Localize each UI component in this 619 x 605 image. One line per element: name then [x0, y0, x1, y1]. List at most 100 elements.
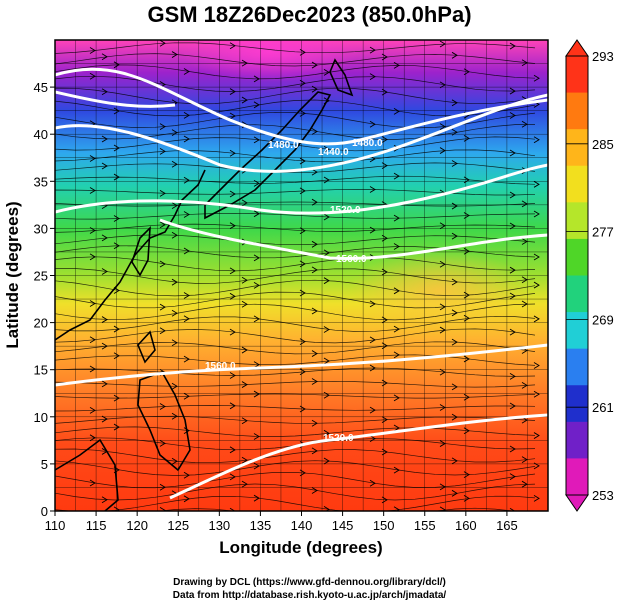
wind-arrow	[393, 466, 400, 474]
wind-arrow	[509, 445, 516, 453]
wind-arrow	[439, 303, 446, 311]
wind-arrow	[439, 368, 446, 376]
contour-label: 1480.0	[268, 140, 299, 151]
wind-arrow	[311, 487, 318, 494]
wind-arrow	[439, 123, 446, 131]
contour-1520-north	[55, 163, 548, 215]
wind-arrow	[521, 59, 528, 67]
wind-arrow	[159, 147, 166, 155]
wind-arrow	[183, 392, 190, 400]
wind-arrow	[113, 215, 120, 222]
wind-arrow	[509, 191, 516, 199]
hokkaido-coast	[329, 58, 354, 97]
wind-arrow	[311, 378, 318, 385]
contour-label: 1480.0	[352, 138, 383, 149]
wind-arrow	[183, 211, 190, 218]
wind-arrow	[451, 99, 458, 107]
wind-arrow	[323, 277, 330, 285]
wind-arrow	[241, 59, 248, 67]
wind-arrow	[451, 457, 458, 465]
wind-arrow	[323, 506, 330, 511]
wind-arrow	[509, 149, 516, 157]
colorbar-segment	[566, 421, 588, 459]
colorbar-bottom-arrow	[565, 494, 589, 512]
contour-1480-b	[55, 90, 176, 108]
wind-arrow	[253, 390, 260, 398]
wind-arrow	[451, 383, 458, 391]
wind-arrow	[311, 447, 318, 455]
wind-arrow	[101, 162, 108, 170]
wind-arrow	[323, 213, 330, 221]
wind-arrow	[393, 243, 400, 250]
wind-arrow	[159, 221, 166, 229]
colorbar-label: 293	[592, 49, 614, 64]
wind-arrow	[533, 253, 540, 261]
wind-arrow	[229, 402, 236, 410]
wind-arrow	[311, 198, 318, 206]
wind-arrow	[439, 404, 446, 411]
wind-arrow	[113, 242, 120, 250]
wind-arrow	[229, 267, 236, 275]
y-tick-label: 5	[41, 457, 48, 472]
contour-label: 1440.0	[318, 147, 349, 158]
wind-arrow	[159, 123, 166, 131]
streamline	[55, 256, 536, 272]
wind-arrow	[439, 260, 446, 268]
wind-arrow	[311, 350, 318, 357]
wind-arrow	[113, 144, 120, 152]
wind-arrow	[113, 506, 120, 511]
y-axis-ticks: 0 5 10 15 20 25 30 35 40 45	[34, 80, 55, 519]
streamline	[55, 448, 536, 464]
wind-arrow	[171, 457, 178, 465]
colorbar-segment	[566, 348, 588, 386]
wind-arrow	[241, 96, 248, 104]
wind-arrow	[393, 172, 400, 180]
wind-arrow	[521, 382, 528, 389]
streamline	[55, 201, 536, 207]
x-axis-label: Longitude (degrees)	[219, 538, 382, 557]
streamline	[55, 234, 536, 246]
wind-arrow	[171, 309, 178, 317]
wind-arrow	[159, 327, 166, 335]
wind-arrow	[241, 346, 248, 354]
wind-arrow	[533, 74, 540, 82]
wind-arrow	[101, 135, 108, 143]
wind-arrow	[253, 315, 260, 323]
wind-arrow	[101, 88, 108, 96]
wind-arrow	[253, 210, 260, 218]
wind-arrow	[113, 423, 120, 431]
streamline	[55, 472, 536, 489]
wind-arrow	[101, 234, 108, 242]
y-tick-label: 25	[34, 269, 48, 284]
wind-arrow	[311, 240, 318, 248]
wind-arrow	[393, 394, 400, 402]
wind-arrow	[369, 479, 376, 487]
wind-arrow	[229, 292, 236, 300]
wind-arrow	[439, 326, 446, 334]
streamline	[55, 291, 536, 309]
contour-1560-south	[55, 343, 548, 387]
wind-arrow	[183, 495, 190, 503]
x-tick-label: 130	[208, 518, 230, 533]
wind-arrow	[323, 429, 330, 437]
wind-arrow	[253, 75, 260, 83]
x-tick-label: 145	[332, 518, 354, 533]
colorbar-segment	[566, 202, 588, 240]
wind-arrow	[241, 456, 248, 464]
contour-label: 1560.0	[336, 254, 367, 265]
wind-arrow	[229, 42, 236, 50]
contour-1440	[55, 67, 548, 146]
wind-arrow	[171, 339, 178, 347]
wind-arrow	[241, 381, 248, 388]
wind-arrow	[533, 362, 540, 369]
wind-arrow	[89, 47, 96, 54]
streamline	[55, 42, 536, 54]
wind-arrow	[311, 266, 318, 274]
colorbar-label: 277	[592, 225, 614, 240]
wind-arrow	[229, 446, 236, 454]
wind-arrow	[159, 440, 166, 447]
wind-arrow	[229, 328, 236, 336]
y-tick-label: 40	[34, 127, 48, 142]
wind-arrow	[159, 189, 166, 197]
asia-coastline	[55, 169, 206, 341]
